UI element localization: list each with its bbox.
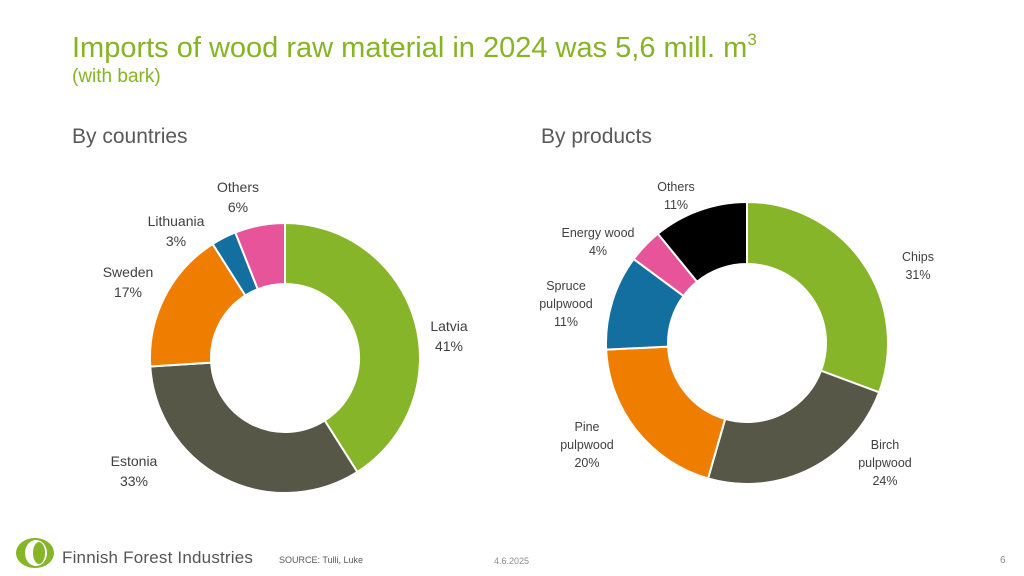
countries-label-0: Latvia 41% bbox=[430, 318, 468, 354]
countries-slice-4 bbox=[234, 221, 286, 291]
page-title-text: Imports of wood raw material in 2024 was… bbox=[72, 32, 748, 64]
products-slice-1 bbox=[706, 369, 881, 485]
source-note: SOURCE: Tulli, Luke bbox=[279, 555, 364, 565]
page-subtitle: (with bark) bbox=[72, 66, 161, 87]
footer-date: 4.6.2025 bbox=[494, 556, 530, 566]
products-label-0: Chips 31% bbox=[902, 250, 934, 282]
page-title-superscript: 3 bbox=[747, 30, 757, 49]
countries-slice-0 bbox=[284, 221, 421, 474]
countries-label-2: Sweden 17% bbox=[103, 264, 154, 300]
donut-chart-products: Chips 31% Birch pulpwood 24% Pine pulpwood 20% S… bbox=[539, 180, 934, 488]
donut-chart-countries: Latvia 41% Estonia 33% Sweden 17% Lithuania 3% O… bbox=[103, 179, 468, 494]
products-label-4: Energy wood 4% bbox=[562, 226, 635, 258]
brand-name: Finnish Forest Industries bbox=[62, 548, 254, 567]
countries-label-4: Others 6% bbox=[217, 179, 259, 215]
products-label-5: Others 11% bbox=[657, 180, 695, 212]
page-number: 6 bbox=[1000, 555, 1006, 566]
countries-slice-1 bbox=[149, 361, 359, 494]
products-slice-5 bbox=[656, 200, 748, 284]
products-label-3: Spruce pulpwood 11% bbox=[539, 279, 593, 329]
page-title: Imports of wood raw material in 2024 was… bbox=[72, 30, 757, 65]
products-slice-2 bbox=[605, 345, 727, 480]
company-logo-icon bbox=[16, 538, 54, 568]
section-title-countries: By countries bbox=[72, 125, 188, 148]
products-slice-0 bbox=[746, 200, 889, 394]
countries-label-3: Lithuania 3% bbox=[148, 213, 205, 249]
products-label-2: Pine pulpwood 20% bbox=[560, 420, 614, 470]
countries-label-1: Estonia 33% bbox=[111, 453, 158, 489]
section-title-products: By products bbox=[541, 125, 652, 148]
products-label-1: Birch pulpwood 24% bbox=[858, 438, 912, 488]
